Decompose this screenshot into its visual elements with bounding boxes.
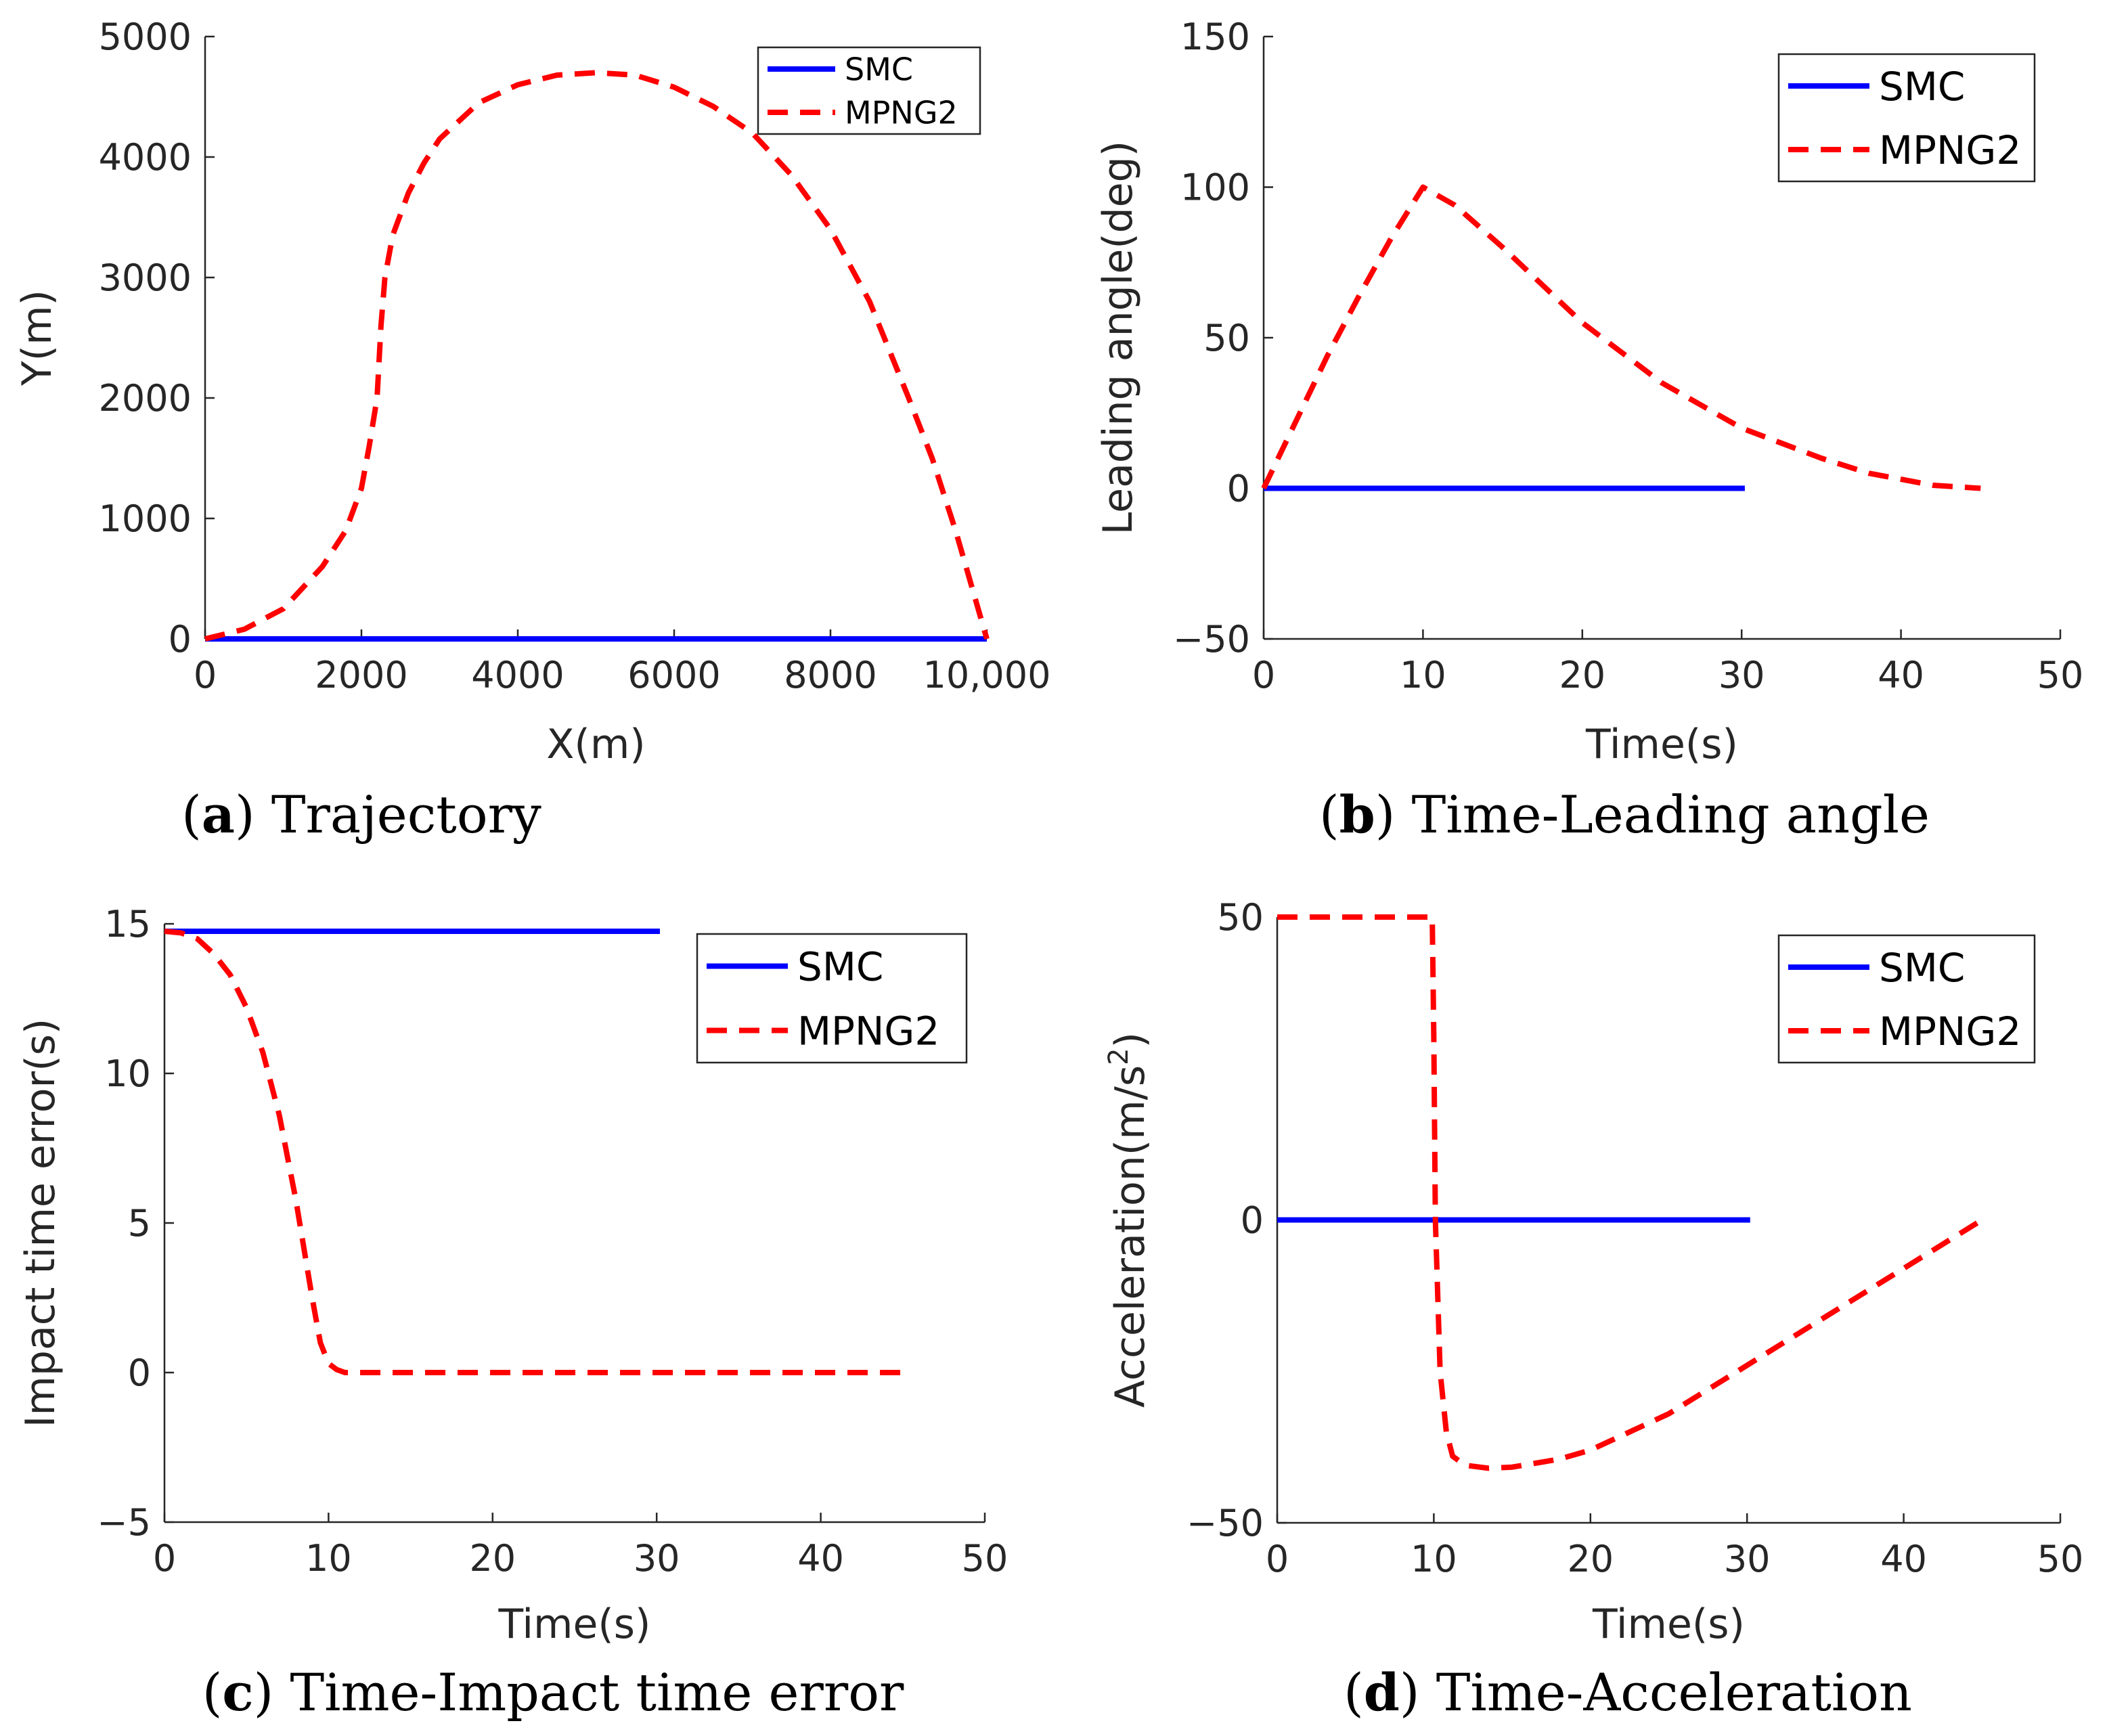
caption-d-letter: d <box>1364 1662 1400 1722</box>
legend-box <box>696 933 968 1064</box>
x-axis-label: Time(s) <box>1592 1601 1745 1648</box>
y-tick-label: −50 <box>1186 1502 1264 1544</box>
legend-label-smc: SMC <box>845 51 913 88</box>
x-tick-label: 0 <box>1266 1538 1289 1580</box>
x-tick-label: 0 <box>153 1537 176 1580</box>
x-tick-label: 20 <box>1567 1538 1614 1580</box>
y-tick-label: 2000 <box>99 377 192 420</box>
x-tick-label: 50 <box>962 1537 1008 1580</box>
legend-box <box>1777 53 2036 183</box>
y-tick-label: 0 <box>1227 468 1250 510</box>
caption-b-text: Time-Leading angle <box>1412 784 1930 845</box>
x-axis-label: Time(s) <box>498 1601 651 1648</box>
caption-d: (d) Time-Acceleration <box>1344 1662 1912 1722</box>
y-axis-label-end: ) <box>1107 1032 1154 1048</box>
x-tick-label: 50 <box>2037 654 2084 696</box>
y-tick-label: 1000 <box>99 497 192 540</box>
legend-label-smc: SMC <box>797 943 883 989</box>
y-tick-label: 4000 <box>99 136 192 179</box>
y-tick-label: 0 <box>128 1352 151 1394</box>
caption-c-letter: c <box>222 1662 253 1722</box>
y-axis-label-main: Acceleration(m/s <box>1107 1065 1154 1408</box>
y-axis-label: Impact time error(s) <box>17 1019 64 1428</box>
panel-trajectory: 0 2000 4000 6000 8000 10,000 0 1000 2000 3000 4000… <box>14 16 1050 768</box>
caption-b: (b) Time-Leading angle <box>1319 784 1930 845</box>
series-mpng2-line <box>1261 184 1981 491</box>
x-tick-label: 6000 <box>627 654 720 696</box>
x-tick-label: 0 <box>194 654 217 696</box>
x-tick-label: 40 <box>1878 654 1924 696</box>
y-tick-label: −5 <box>97 1501 151 1544</box>
caption-a: (a) Trajectory <box>181 784 541 845</box>
legend-box <box>757 46 981 135</box>
x-tick-label: 10 <box>305 1537 352 1580</box>
x-axis-label: Time(s) <box>1585 721 1738 768</box>
series-mpng2-line <box>1277 914 1984 1471</box>
caption-b-letter: b <box>1339 784 1375 845</box>
legend-label-mpng2: MPNG2 <box>845 95 958 131</box>
y-axis-label-superscript: 2 <box>1103 1048 1134 1065</box>
series-mpng2-line <box>204 70 990 642</box>
x-tick-label: 30 <box>1724 1538 1771 1580</box>
caption-c-text: Time-Impact time error <box>290 1662 904 1722</box>
x-tick-label: 20 <box>469 1537 516 1580</box>
legend-label-mpng2: MPNG2 <box>1879 127 2021 173</box>
x-tick-label: 10 <box>1411 1538 1457 1580</box>
y-tick-label: −50 <box>1173 618 1250 661</box>
y-tick-label: 150 <box>1180 16 1250 58</box>
caption-a-letter: a <box>202 784 235 845</box>
caption-a-text: Trajectory <box>271 784 541 845</box>
x-tick-label: 10 <box>1400 654 1446 696</box>
x-axis-label: X(m) <box>546 721 645 768</box>
legend-label-mpng2: MPNG2 <box>797 1008 939 1054</box>
y-tick-label: 50 <box>1217 896 1264 939</box>
y-tick-label: 100 <box>1180 166 1250 209</box>
y-tick-label: 0 <box>169 618 192 661</box>
y-tick-label: 15 <box>104 903 151 945</box>
y-axis-label: Leading angle(deg) <box>1094 141 1142 535</box>
x-tick-label: 10,000 <box>923 654 1051 696</box>
x-tick-label: 0 <box>1252 654 1275 696</box>
caption-c: (c) Time-Impact time error <box>202 1662 904 1722</box>
y-tick-label: 5000 <box>99 16 192 58</box>
x-tick-label: 30 <box>1718 654 1765 696</box>
x-tick-label: 4000 <box>471 654 564 696</box>
y-axis-label: Acceleration(m/s2) <box>1103 1032 1154 1408</box>
x-tick-label: 20 <box>1559 654 1605 696</box>
panel-time-acceleration: 0 10 20 30 40 50−50050Time(s)Acceleration(m/s… <box>1103 896 2083 1648</box>
x-tick-label: 50 <box>2037 1538 2084 1580</box>
x-tick-label: 40 <box>1880 1538 1927 1580</box>
caption-d-text: Time-Acceleration <box>1436 1662 1912 1722</box>
y-axis-label: Y(m) <box>14 290 61 386</box>
legend-label-smc: SMC <box>1879 64 1965 110</box>
y-tick-label: 3000 <box>99 257 192 299</box>
legend-label-smc: SMC <box>1879 945 1965 991</box>
y-tick-label: 0 <box>1241 1199 1264 1242</box>
x-tick-label: 8000 <box>784 654 877 696</box>
x-tick-label: 30 <box>634 1537 680 1580</box>
y-tick-label: 5 <box>128 1202 151 1245</box>
y-tick-label: 50 <box>1203 317 1250 359</box>
x-tick-label: 2000 <box>315 654 407 696</box>
series-mpng2-line <box>164 929 903 1375</box>
y-tick-label: 10 <box>104 1052 151 1095</box>
legend-label-mpng2: MPNG2 <box>1879 1008 2021 1054</box>
x-tick-label: 40 <box>797 1537 844 1580</box>
legend-box <box>1777 934 2036 1064</box>
